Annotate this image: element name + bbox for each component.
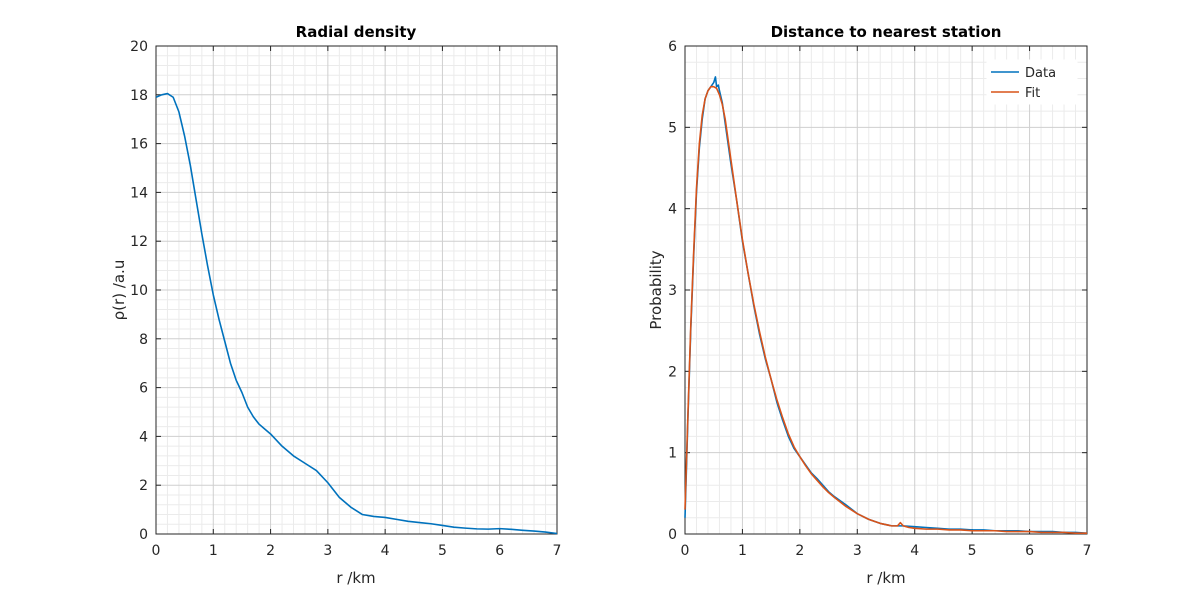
legend: Data Fit bbox=[986, 59, 1078, 105]
x-tick-label: 2 bbox=[266, 543, 275, 559]
x-tick-label: 3 bbox=[323, 543, 332, 559]
y-tick-label: 18 bbox=[130, 88, 148, 104]
x-tick-label: 0 bbox=[681, 543, 690, 559]
legend-box bbox=[986, 59, 1078, 105]
x-tick-label: 5 bbox=[438, 543, 447, 559]
legend-label: Fit bbox=[1025, 86, 1040, 101]
x-axis-label: r /km bbox=[336, 569, 375, 587]
chart-title: Distance to nearest station bbox=[771, 23, 1002, 41]
legend-label: Data bbox=[1025, 66, 1056, 81]
y-tick-label: 8 bbox=[139, 332, 148, 348]
chart-title: Radial density bbox=[296, 23, 417, 41]
grid bbox=[155, 45, 558, 535]
x-tick-label: 2 bbox=[795, 543, 804, 559]
y-axis-label: Probability bbox=[647, 250, 665, 329]
y-tick-label: 5 bbox=[668, 120, 677, 136]
x-tick-label: 3 bbox=[853, 543, 862, 559]
y-tick-label: 2 bbox=[139, 478, 148, 494]
x-tick-label: 4 bbox=[381, 543, 390, 559]
nearest-station-chart: Distance to nearest station r /km Probab… bbox=[647, 23, 1091, 587]
x-tick-label: 6 bbox=[1025, 543, 1034, 559]
y-tick-label: 6 bbox=[139, 381, 148, 397]
x-tick-label: 1 bbox=[738, 543, 747, 559]
x-tick-label: 5 bbox=[968, 543, 977, 559]
y-tick-label: 20 bbox=[130, 39, 148, 55]
y-tick-label: 0 bbox=[668, 527, 677, 543]
series-line-fit bbox=[684, 85, 1087, 534]
series-line-data bbox=[684, 76, 1088, 534]
y-tick-label: 16 bbox=[130, 137, 148, 153]
grid bbox=[684, 45, 1088, 535]
x-tick-label: 7 bbox=[553, 543, 562, 559]
y-tick-label: 4 bbox=[668, 202, 677, 218]
y-tick-label: 6 bbox=[668, 39, 677, 55]
y-tick-label: 3 bbox=[668, 283, 677, 299]
y-tick-label: 4 bbox=[139, 429, 148, 445]
x-tick-label: 7 bbox=[1083, 543, 1092, 559]
x-axis-label: r /km bbox=[866, 569, 905, 587]
y-axis-label: ρ(r) /a.u bbox=[110, 260, 128, 321]
y-tick-label: 2 bbox=[668, 364, 677, 380]
y-tick-label: 14 bbox=[130, 185, 148, 201]
x-tick-label: 4 bbox=[910, 543, 919, 559]
y-tick-label: 0 bbox=[139, 527, 148, 543]
radial-density-chart: Radial density r /km ρ(r) /a.u 0 1 2 3 4 5 6 70… bbox=[110, 23, 561, 587]
x-tick-label: 0 bbox=[152, 543, 161, 559]
y-tick-label: 10 bbox=[130, 283, 148, 299]
x-tick-label: 1 bbox=[209, 543, 218, 559]
y-tick-label: 1 bbox=[668, 446, 677, 462]
y-tick-label: 12 bbox=[130, 234, 148, 250]
x-tick-label: 6 bbox=[495, 543, 504, 559]
series-line-density bbox=[155, 92, 558, 535]
